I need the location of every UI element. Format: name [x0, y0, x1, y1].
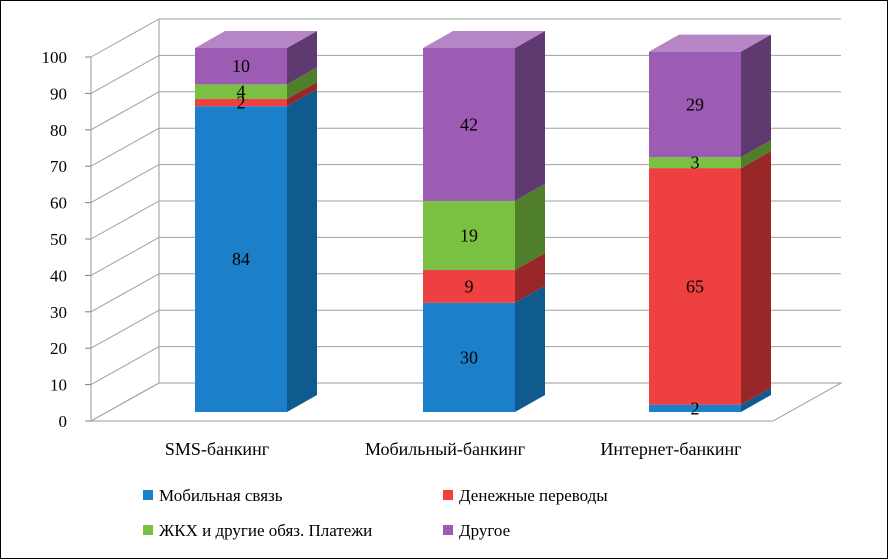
legend-swatch — [443, 490, 453, 500]
data-label: 65 — [686, 276, 704, 296]
legend-swatch — [143, 525, 153, 535]
y-tick-label: 70 — [50, 157, 67, 176]
legend: Мобильная связь Денежные переводы ЖКХ и др… — [143, 486, 608, 540]
bar-segment — [423, 48, 515, 201]
bar-segment — [649, 404, 741, 412]
bar-segment — [649, 168, 741, 405]
bar-segment — [423, 200, 515, 271]
gridline-diagonal — [90, 346, 160, 386]
bar-segment — [195, 98, 287, 107]
y-tick-label: 20 — [50, 339, 67, 358]
y-tick-label: 80 — [50, 121, 67, 140]
bar-segment — [195, 84, 287, 99]
bar-top — [649, 34, 771, 52]
y-axis: 0 10 20 30 40 50 60 70 80 90 100 — [42, 48, 91, 431]
bar-side-3 — [287, 31, 317, 85]
gridline-diagonal — [90, 236, 160, 276]
legend-swatch — [143, 490, 153, 500]
y-tick-label: 90 — [50, 84, 67, 103]
data-label: 19 — [460, 225, 478, 245]
y-tick-label: 10 — [50, 376, 67, 395]
y-tick-label: 40 — [50, 266, 67, 285]
y-tick-label: 60 — [50, 194, 67, 213]
data-label: 84 — [232, 249, 250, 269]
data-label: 29 — [686, 94, 704, 114]
gridline-diagonal — [90, 91, 160, 131]
bar-side-1 — [515, 253, 545, 303]
bars — [195, 31, 771, 413]
bar-segment — [649, 157, 741, 169]
bar-side-3 — [515, 31, 545, 201]
x-axis-labels: SMS-банкинг Мобильный-банкинг Интернет-бан… — [165, 439, 742, 459]
bar-side-2 — [515, 183, 545, 271]
bar-segment — [195, 48, 287, 85]
bar-side-1 — [287, 81, 317, 107]
gridline-diagonal — [90, 200, 160, 240]
gridline-diagonal — [90, 127, 160, 167]
legend-swatch — [443, 525, 453, 535]
x-category-label: Интернет-банкинг — [600, 439, 741, 459]
bar-segment — [423, 270, 515, 303]
x-category-label: SMS-банкинг — [165, 439, 269, 459]
bar-top — [423, 31, 545, 48]
data-label: 42 — [460, 114, 478, 134]
bar-side-1 — [741, 151, 771, 405]
gridline-diagonal — [90, 18, 160, 58]
bar-side-3 — [741, 34, 771, 158]
data-label: 2 — [237, 93, 246, 113]
data-label: 3 — [691, 153, 700, 173]
data-label: 2 — [691, 398, 700, 418]
legend-label: Денежные переводы — [459, 486, 608, 505]
x-category-label: Мобильный-банкинг — [365, 439, 525, 459]
legend-label: ЖКХ и другие обяз. Платежи — [159, 521, 372, 540]
bar-side-2 — [287, 67, 317, 99]
y-tick-label: 100 — [42, 48, 68, 67]
bar-side-0 — [515, 285, 545, 412]
y-tick-label: 30 — [50, 303, 67, 322]
bar-side-2 — [741, 140, 771, 169]
bar-side-0 — [741, 387, 771, 412]
data-label: 4 — [237, 82, 246, 102]
legend-label: Другое — [459, 521, 510, 540]
data-label: 30 — [460, 347, 478, 367]
gridline-diagonal — [90, 382, 160, 422]
data-label: 9 — [465, 276, 474, 296]
gridline-diagonal — [90, 309, 160, 349]
gridline-diagonal — [90, 164, 160, 204]
gridline-diagonal — [90, 54, 160, 94]
bar-segment — [649, 51, 741, 158]
bar-top — [195, 31, 317, 48]
y-tick-label: 50 — [50, 230, 67, 249]
legend-label: Мобильная связь — [159, 486, 283, 505]
bar-segment — [423, 302, 515, 412]
y-tick-label: 0 — [59, 412, 68, 431]
gridline-diagonal — [90, 273, 160, 313]
bar-segment — [195, 106, 287, 413]
bar-side-0 — [287, 89, 317, 413]
data-label: 10 — [232, 56, 250, 76]
